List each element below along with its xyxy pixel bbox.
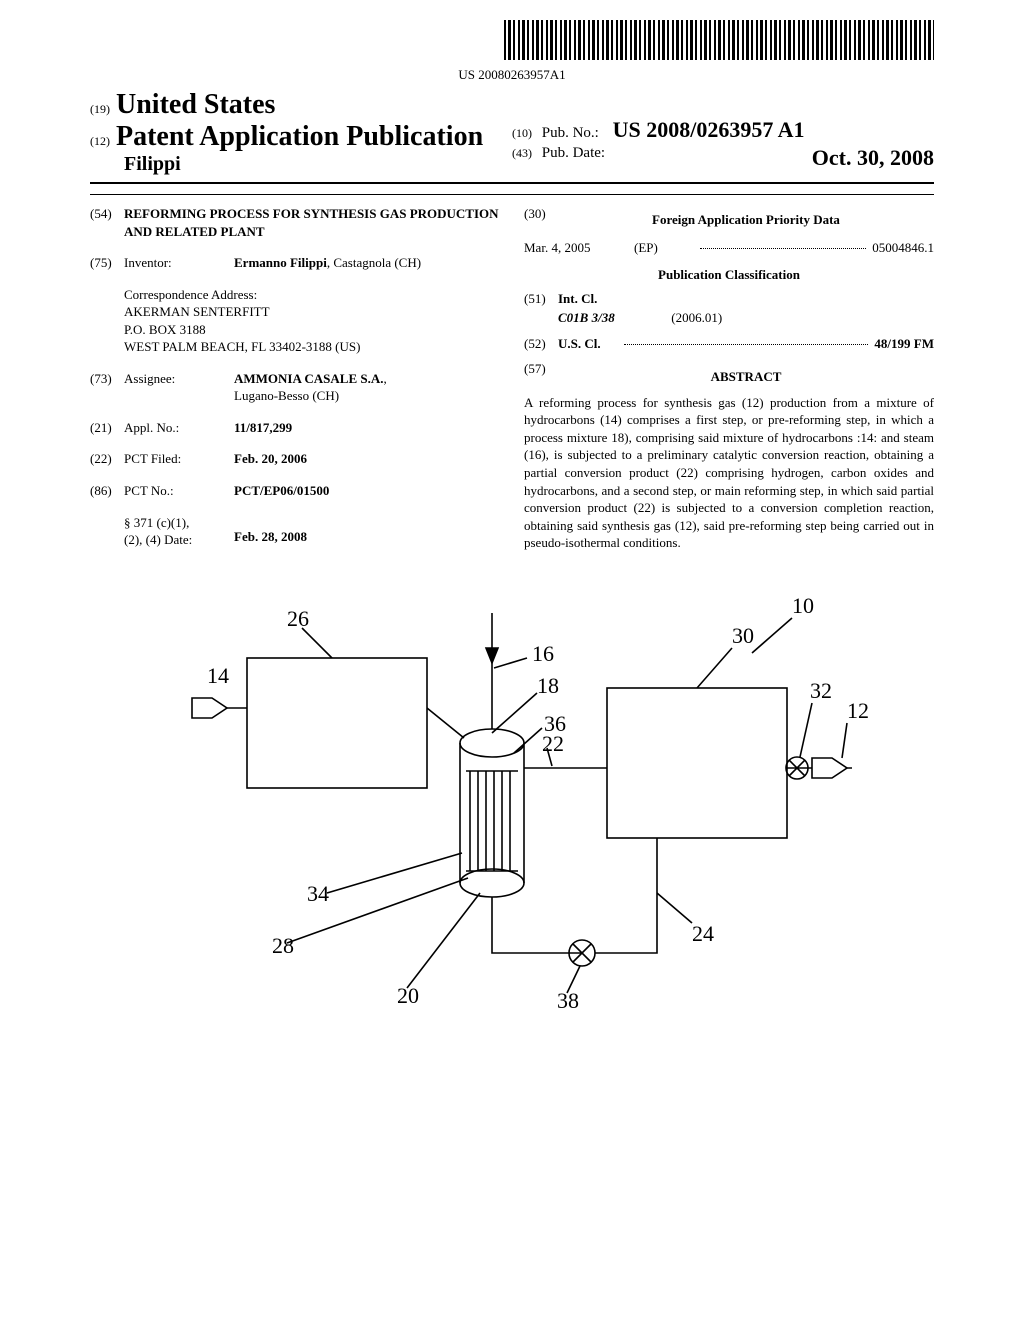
fig-n32: 32: [810, 678, 832, 703]
fig-n38: 38: [557, 988, 579, 1013]
rule-thin: [90, 194, 934, 195]
f51-num: (51): [524, 290, 558, 308]
f51-date: (2006.01): [671, 310, 722, 325]
f57-num: (57): [524, 360, 558, 390]
fig-n20: 20: [397, 983, 419, 1008]
pubno-code: (10): [512, 126, 532, 140]
pubclass-title: Publication Classification: [524, 266, 934, 284]
f371-l1: § 371 (c)(1),: [124, 515, 189, 530]
country-code: (19): [90, 102, 110, 116]
fig-n26: 26: [287, 606, 309, 631]
barcode-block: US 20080263957A1: [90, 20, 934, 83]
f73-num: (73): [90, 370, 124, 405]
patent-figure: 10 12 14 16 18 20 22 24 26 28 30 32 34 3…: [152, 593, 872, 1023]
figure-area: 10 12 14 16 18 20 22 24 26 28 30 32 34 3…: [90, 593, 934, 1028]
fig-n24: 24: [692, 921, 714, 946]
header-row: (19) United States (12) Patent Application…: [90, 89, 934, 176]
abstract-text: A reforming process for synthesis gas (1…: [524, 394, 934, 552]
abstract-title: ABSTRACT: [558, 368, 934, 386]
dots-1: [700, 239, 866, 249]
f52-label: U.S. Cl.: [558, 336, 601, 351]
pubdate-label: Pub. Date:: [542, 145, 605, 161]
f21-label: Appl. No.:: [124, 419, 234, 437]
f371-l2: (2), (4) Date:: [124, 532, 192, 547]
pubno-value: US 2008/0263957 A1: [613, 117, 805, 142]
pubtype: Patent Application Publication: [116, 121, 483, 152]
f86-label: PCT No.:: [124, 482, 234, 500]
biblio-columns: (54) REFORMING PROCESS FOR SYNTHESIS GAS…: [90, 205, 934, 563]
f86-num: (86): [90, 482, 124, 500]
f73-label: Assignee:: [124, 370, 234, 405]
fig-n30: 30: [732, 623, 754, 648]
rule-top: [90, 182, 934, 184]
foreign-date: Mar. 4, 2005: [524, 239, 634, 257]
fig-n28: 28: [272, 933, 294, 958]
f371-val: Feb. 28, 2008: [234, 529, 307, 544]
pubdate-value: Oct. 30, 2008: [812, 145, 934, 171]
corr-l3: WEST PALM BEACH, FL 33402-3188 (US): [124, 338, 500, 356]
foreign-appno: 05004846.1: [872, 239, 934, 257]
fig-n18: 18: [537, 673, 559, 698]
f22-num: (22): [90, 450, 124, 468]
corr-l2: P.O. BOX 3188: [124, 321, 500, 339]
barcode-graphic: [504, 20, 934, 60]
f86-val: PCT/EP06/01500: [234, 483, 329, 498]
f22-val: Feb. 20, 2006: [234, 451, 307, 466]
header-author: Filippi: [124, 153, 512, 176]
pubdate-code: (43): [512, 146, 532, 160]
corr-l1: AKERMAN SENTERFITT: [124, 303, 500, 321]
left-column: (54) REFORMING PROCESS FOR SYNTHESIS GAS…: [90, 205, 500, 563]
f21-val: 11/817,299: [234, 420, 292, 435]
f22-label: PCT Filed:: [124, 450, 234, 468]
foreign-country: (EP): [634, 239, 694, 257]
f54-title: REFORMING PROCESS FOR SYNTHESIS GAS PROD…: [124, 205, 500, 240]
fig-n16: 16: [532, 641, 554, 666]
f54-num: (54): [90, 205, 124, 240]
right-column: (30) Foreign Application Priority Data M…: [524, 205, 934, 563]
f52-val: 48/199 FM: [874, 336, 934, 351]
fig-n34: 34: [307, 881, 329, 906]
fig-n14: 14: [207, 663, 229, 688]
fig-n12: 12: [847, 698, 869, 723]
corr-label: Correspondence Address:: [124, 286, 500, 304]
pubno-label: Pub. No.:: [542, 125, 599, 141]
fig-n10: 10: [792, 593, 814, 618]
pubtype-code: (12): [90, 134, 110, 148]
f21-num: (21): [90, 419, 124, 437]
f73-name: AMMONIA CASALE S.A.: [234, 371, 384, 386]
f51-label: Int. Cl.: [558, 291, 597, 306]
barcode-number: US 20080263957A1: [90, 67, 934, 83]
f30-title: Foreign Application Priority Data: [558, 211, 934, 229]
country-name: United States: [116, 89, 275, 120]
f75-label: Inventor:: [124, 254, 234, 272]
f75-loc: , Castagnola (CH): [327, 255, 421, 270]
dots-2: [624, 335, 868, 345]
f52-num: (52): [524, 335, 558, 353]
f51-class: C01B 3/38: [558, 309, 668, 327]
f75-num: (75): [90, 254, 124, 272]
f73-loc: Lugano-Besso (CH): [234, 388, 339, 403]
f30-num: (30): [524, 205, 558, 235]
fig-n36: 36: [544, 711, 566, 736]
f75-name: Ermanno Filippi: [234, 255, 327, 270]
